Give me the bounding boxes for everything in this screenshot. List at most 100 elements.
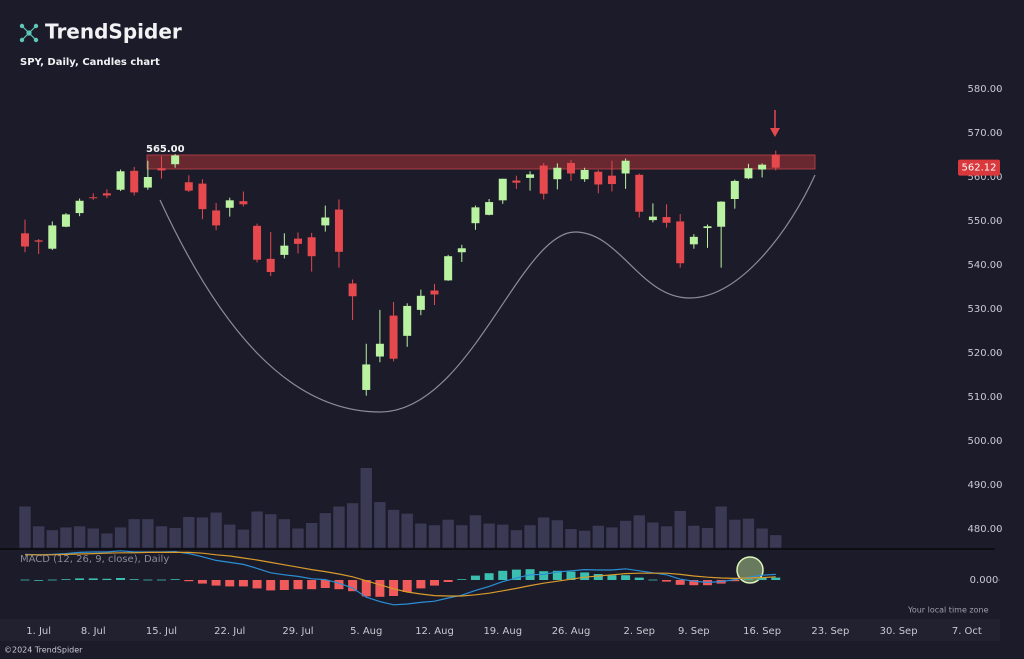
volume-bar	[168, 527, 182, 549]
volume-bar	[237, 528, 250, 549]
y-tick-label: 520.00	[968, 348, 1003, 359]
candle-body	[334, 209, 343, 252]
signal-line	[25, 551, 776, 597]
signal-arrow	[770, 110, 780, 137]
macd-histogram-bar	[662, 580, 672, 582]
macd-histogram-bar	[75, 578, 85, 580]
candle-body	[758, 164, 767, 170]
volume-bar	[510, 529, 523, 549]
volume-bar	[523, 524, 537, 549]
volume-bar	[86, 527, 100, 549]
candle-body	[485, 202, 494, 215]
macd-histogram-bar	[689, 580, 699, 586]
candle-body	[703, 226, 712, 229]
candle-body	[744, 168, 753, 179]
volume-bar	[127, 518, 141, 549]
volume-bar	[346, 502, 359, 549]
volume-bar	[728, 519, 742, 549]
volume-bar	[537, 516, 551, 549]
candle-body	[526, 174, 535, 178]
volume-bar	[646, 521, 660, 549]
x-tick-label: 26. Aug	[552, 626, 591, 637]
volume-bar	[455, 524, 469, 549]
x-tick-label: 30. Sep	[880, 626, 918, 637]
volume-bar	[482, 522, 496, 549]
candle-body	[375, 343, 384, 357]
volume-bar	[755, 527, 769, 549]
y-tick-label: 500.00	[968, 436, 1003, 447]
logo-icon	[19, 23, 39, 43]
volume-bar	[45, 529, 59, 549]
candle-body	[389, 315, 398, 359]
macd-histogram-bar	[252, 580, 262, 589]
macd-histogram-bar	[430, 580, 439, 586]
macd-histogram-bar	[634, 577, 644, 580]
candle-body	[580, 169, 589, 180]
volume-bar	[591, 525, 605, 549]
chart-title: SPY, Daily, Candles chart	[20, 57, 160, 68]
volume-bar	[660, 525, 673, 549]
macd-histogram-bar	[621, 575, 631, 580]
candle-body	[89, 197, 98, 199]
volume-bar	[373, 501, 387, 549]
candle-body	[498, 178, 507, 201]
volume-bar	[291, 527, 305, 549]
macd-histogram-bar	[143, 579, 153, 581]
macd-histogram-bar	[457, 579, 467, 580]
candle-body	[662, 217, 671, 223]
candle-body	[294, 238, 302, 244]
volume-bar	[196, 516, 209, 549]
x-tick-label: 19. Aug	[483, 626, 522, 637]
macd-histogram-bar	[470, 575, 480, 580]
candle-body	[61, 214, 70, 227]
candle-body	[21, 233, 29, 247]
volume-bar	[100, 532, 114, 549]
macd-histogram-bar	[348, 580, 358, 592]
macd-histogram-bar	[361, 580, 371, 597]
x-tick-label: 16. Sep	[743, 626, 781, 637]
candle-body	[184, 182, 193, 191]
candle-body	[676, 221, 685, 264]
macd-histogram-bar	[47, 579, 57, 581]
candle-body	[130, 170, 139, 193]
candle-body	[253, 225, 262, 260]
volume-bar	[632, 514, 646, 549]
macd-histogram-bar	[675, 580, 685, 585]
macd-histogram-bar	[197, 580, 207, 584]
macd-histogram-bar	[607, 575, 617, 580]
macd-histogram-bar	[402, 580, 412, 592]
candle-body	[171, 155, 180, 165]
candle-body	[212, 210, 221, 226]
volume-bar	[359, 467, 373, 549]
candle-body	[280, 245, 289, 255]
volume-bar	[141, 518, 155, 549]
volume-bar	[742, 517, 755, 549]
candle-body	[416, 295, 425, 310]
price-badge	[958, 159, 1000, 176]
volume-bar	[32, 525, 45, 549]
x-tick-label: 1. Jul	[26, 626, 51, 637]
candle-body	[635, 174, 644, 212]
x-tick-label: 29. Jul	[282, 626, 313, 637]
macd-histogram-bar	[552, 570, 562, 580]
x-tick-label: 12. Aug	[415, 626, 454, 637]
macd-histogram-bar	[580, 572, 590, 580]
candle-body	[689, 236, 698, 245]
macd-histogram-bar	[539, 571, 549, 580]
candle-body	[403, 305, 412, 336]
volume-bar	[687, 525, 701, 549]
macd-histogram-bar	[757, 577, 767, 580]
volume-bar	[578, 530, 591, 549]
macd-histogram-bar	[443, 580, 453, 582]
candle-body	[143, 177, 152, 188]
volume-bar	[428, 524, 441, 549]
volume-bar	[155, 525, 168, 549]
candle-body	[621, 160, 630, 174]
y-tick-label: 0.000	[970, 575, 999, 586]
volume-bar	[441, 519, 455, 549]
volume-bar	[278, 518, 291, 549]
candle-body	[444, 256, 453, 281]
volume-bar	[605, 526, 619, 549]
volume-bar	[769, 534, 783, 549]
